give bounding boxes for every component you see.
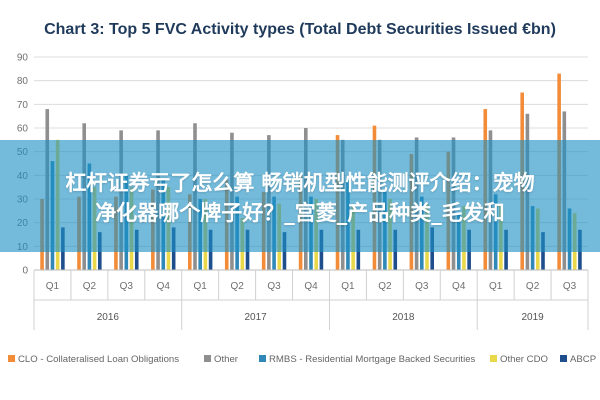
legend-swatch (259, 355, 266, 362)
legend-label: Other CDO (500, 354, 548, 365)
x-tick-label: Q3 (267, 281, 281, 292)
x-axis: Q1 Q2 Q3 Q4 Q1 Q2 Q3 Q4 Q1 Q2 Q3 Q4 Q1 Q2 Q3 2016 2017 20… (33, 269, 589, 330)
legend: CLO - Collateralised Loan Obligations Oth… (8, 354, 596, 365)
legend-label: CLO - Collateralised Loan Obligations (18, 354, 179, 365)
year-label: 2019 (521, 312, 544, 323)
x-tick-label: Q4 (304, 281, 318, 292)
x-tick-label: Q2 (526, 281, 540, 292)
legend-swatch (204, 355, 211, 362)
legend-label: ABCP (570, 354, 596, 365)
promo-overlay-banner[interactable]: 杠杆证券亏了怎么算 畅销机型性能测评介绍：宠物 净化器哪个牌子好？_宫菱_产品种… (0, 140, 600, 252)
legend-label: Other (214, 354, 239, 365)
legend-swatch (490, 355, 497, 362)
legend-swatch (8, 355, 15, 362)
legend-label: RMBS - Residential Mortgage Backed Secur… (269, 354, 476, 365)
x-tick-label: Q3 (120, 281, 134, 292)
y-tick-label: 60 (17, 124, 29, 135)
x-tick-label: Q1 (489, 281, 503, 292)
x-tick-label: Q4 (157, 281, 171, 292)
x-tick-label: Q4 (452, 281, 466, 292)
y-tick-label: 80 (17, 76, 29, 87)
x-tick-label: Q1 (194, 281, 208, 292)
overlay-line-1: 杠杆证券亏了怎么算 畅销机型性能测评介绍：宠物 (65, 171, 535, 195)
x-tick-label: Q1 (46, 281, 60, 292)
year-label: 2018 (392, 312, 415, 323)
y-tick-label: 90 (17, 53, 29, 64)
year-label: 2017 (244, 312, 267, 323)
x-tick-label: Q3 (563, 281, 577, 292)
x-tick-label: Q2 (83, 281, 97, 292)
year-label: 2016 (97, 312, 120, 323)
chart-title: Chart 3: Top 5 FVC Activity types (Total… (44, 21, 556, 38)
x-tick-label: Q1 (341, 281, 355, 292)
y-tick-label: 0 (22, 266, 28, 277)
x-tick-label: Q3 (415, 281, 429, 292)
y-tick-label: 70 (17, 100, 29, 111)
overlay-line-2: 净化器哪个牌子好？_宫菱_产品种类_毛发和 (95, 201, 505, 225)
legend-swatch (560, 355, 567, 362)
x-tick-label: Q2 (378, 281, 392, 292)
x-tick-label: Q2 (230, 281, 244, 292)
